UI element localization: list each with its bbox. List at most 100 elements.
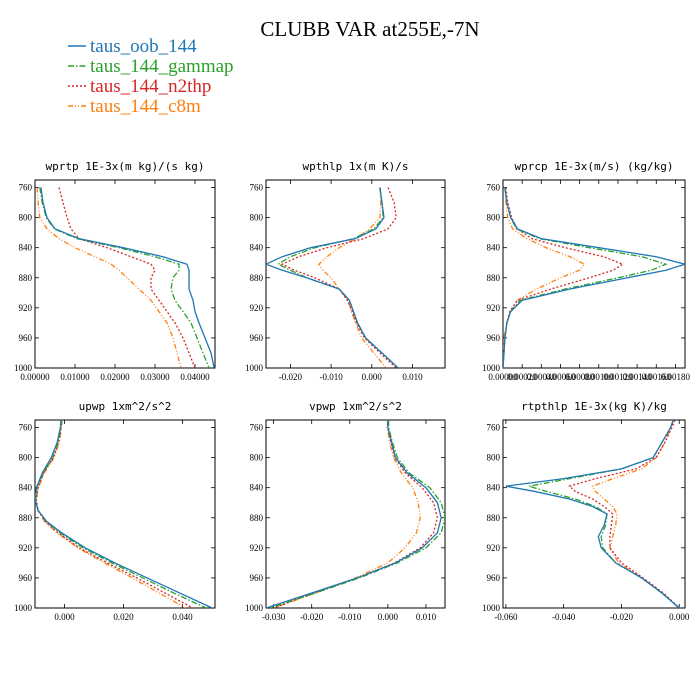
y-tick-label: 840 — [19, 243, 33, 253]
plot-frame — [265, 419, 446, 609]
y-tick-label: 800 — [19, 213, 33, 223]
y-tick-label: 960 — [19, 573, 33, 583]
series-line — [35, 420, 213, 608]
subplot: vpwp 1xm^2/s^27608008408809209601000-0.0… — [245, 400, 446, 622]
series-group — [266, 420, 445, 608]
x-tick-label: 0.020 — [113, 612, 134, 622]
y-tick-label: 920 — [19, 543, 33, 553]
x-tick-label: 0.010 — [416, 612, 437, 622]
series-line — [35, 420, 194, 608]
series-line — [36, 187, 182, 368]
legend-label: taus_144_gammap — [90, 56, 234, 77]
y-tick-label: 880 — [19, 513, 33, 523]
y-tick-label: 840 — [19, 483, 33, 493]
series-group — [36, 187, 215, 368]
subplot-title: vpwp 1xm^2/s^2 — [309, 400, 402, 413]
subplot: rtpthlp 1E-3x(kg K)/kg 760 800 840 880 920 960… — [482, 400, 690, 622]
plot-frame — [502, 179, 686, 369]
y-tick-label: 1000 — [482, 363, 501, 373]
panels: wprtp 1E-3x(m kg)/(s kg) 760 800 840 880 920 9… — [14, 160, 691, 622]
y-tick-label: 880 — [250, 273, 264, 283]
series-line — [266, 420, 442, 608]
y-tick-label: 960 — [19, 333, 33, 343]
subplot-title: wprtp 1E-3x(m kg)/(s kg) — [46, 160, 205, 173]
series-line — [503, 187, 685, 368]
x-tick-label: 0.02000 — [100, 372, 130, 382]
x-tick-label: 0.000 — [362, 372, 383, 382]
x-tick-label: -0.020 — [279, 372, 303, 382]
x-tick-label: 0.01000 — [60, 372, 90, 382]
series-line — [35, 420, 207, 608]
y-tick-label: 920 — [19, 303, 33, 313]
legend-entry: taus_144_gammap — [68, 56, 234, 77]
plot-frame — [34, 419, 216, 609]
x-tick-label: 0.00060 — [546, 372, 576, 382]
x-tick-label: 0.010 — [402, 372, 423, 382]
y-tick-label: 800 — [250, 213, 264, 223]
series-line — [280, 187, 397, 368]
x-tick-label: 0.00180 — [661, 372, 691, 382]
x-tick-label: 0.000 — [669, 612, 690, 622]
x-tick-label: 0.00100 — [584, 372, 614, 382]
series-line — [528, 420, 680, 608]
y-tick-label: 880 — [19, 273, 33, 283]
x-tick-label: 0.00160 — [642, 372, 672, 382]
series-line — [58, 187, 196, 368]
subplot: wpthlp 1x(m K)/s 760 800 840 880 920 960 1000 -0… — [245, 160, 446, 382]
series-group — [35, 420, 213, 608]
series-line — [591, 420, 680, 608]
y-tick-label: 760 — [487, 423, 501, 433]
y-tick-label: 800 — [487, 213, 501, 223]
y-tick-label: 1000 — [14, 363, 33, 373]
legend-entry: taus_oob_144 — [68, 36, 197, 57]
x-tick-label: 0.03000 — [140, 372, 170, 382]
y-tick-label: 920 — [487, 543, 501, 553]
y-tick-label: 1000 — [245, 363, 264, 373]
series-line — [269, 420, 445, 608]
subplot: wprcp 1E-3x(m/s) (kg/kg) 760 800 840 880 920 9… — [482, 160, 691, 382]
series-line — [503, 187, 586, 368]
legend-entry: taus_144_n2thp — [68, 76, 211, 97]
series-line — [503, 187, 668, 368]
series-line — [318, 187, 387, 368]
figure-title: CLUBB VAR at255E,-7N — [260, 17, 479, 41]
series-group — [266, 187, 399, 368]
y-tick-label: 1000 — [482, 603, 501, 613]
legend-label: taus_144_c8m — [90, 96, 201, 117]
y-tick-label: 760 — [19, 423, 33, 433]
series-line — [273, 420, 421, 608]
series-line — [40, 187, 215, 368]
y-tick-label: 800 — [19, 453, 33, 463]
y-tick-label: 920 — [250, 303, 264, 313]
y-tick-label: 1000 — [245, 603, 264, 613]
x-tick-label: 0.000 — [378, 612, 399, 622]
y-tick-label: 760 — [19, 183, 33, 193]
y-tick-label: 880 — [487, 513, 501, 523]
y-tick-label: 880 — [250, 513, 264, 523]
x-tick-label: 0.00040 — [527, 372, 557, 382]
y-tick-label: 840 — [487, 483, 501, 493]
series-line — [503, 187, 625, 368]
series-line — [266, 187, 399, 368]
x-tick-label: -0.030 — [262, 612, 286, 622]
series-line — [35, 420, 186, 608]
x-tick-label: -0.020 — [610, 612, 634, 622]
series-line — [568, 420, 680, 608]
x-tick-label: -0.060 — [494, 612, 518, 622]
y-tick-label: 800 — [250, 453, 264, 463]
subplot-title: wprcp 1E-3x(m/s) (kg/kg) — [515, 160, 674, 173]
series-line — [505, 420, 680, 608]
x-tick-label: 0.04000 — [180, 372, 210, 382]
y-tick-label: 760 — [487, 183, 501, 193]
x-tick-label: -0.020 — [300, 612, 324, 622]
subplot-title: wpthlp 1x(m K)/s — [303, 160, 409, 173]
y-tick-label: 960 — [250, 333, 264, 343]
legend-label: taus_oob_144 — [90, 36, 197, 57]
series-group — [505, 420, 680, 608]
y-tick-label: 1000 — [14, 603, 33, 613]
x-tick-label: 0.00120 — [603, 372, 633, 382]
legend-label: taus_144_n2thp — [90, 76, 211, 97]
x-tick-label: 0.00000 — [20, 372, 50, 382]
y-tick-label: 920 — [250, 543, 264, 553]
